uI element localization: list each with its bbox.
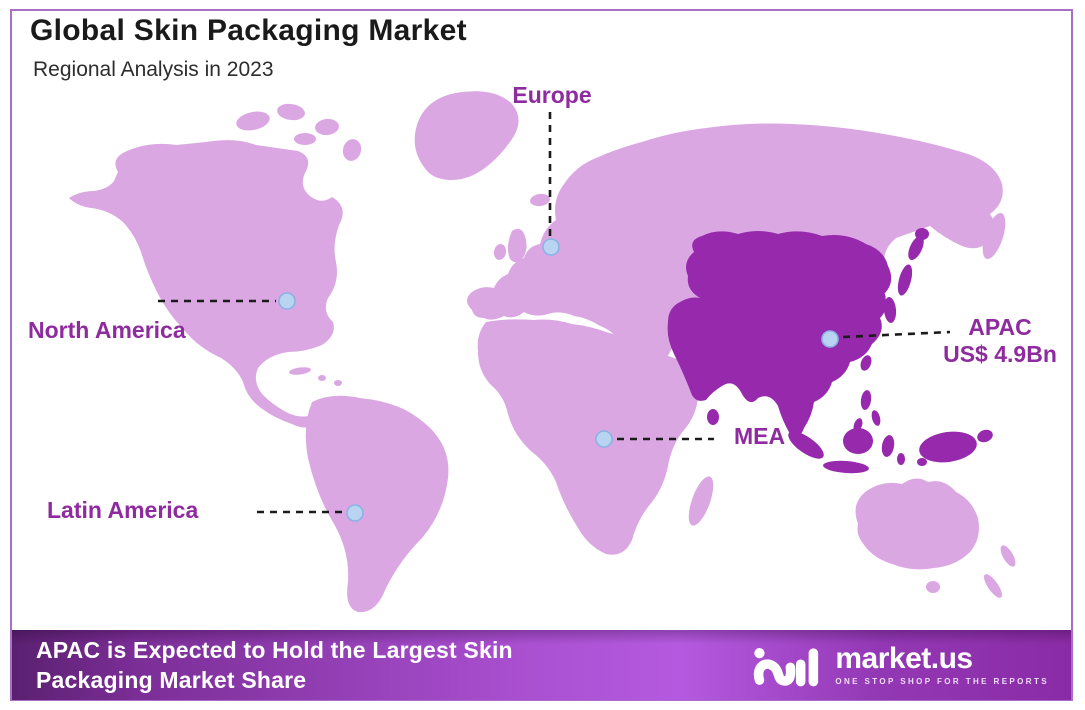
region-sri-lanka [707,409,719,425]
region-arctic-islands [236,111,270,131]
region-australia [855,478,979,570]
region-kamchatka [982,213,1006,259]
region-papua-new-guinea [977,429,993,443]
footer-caption-line1: APAC is Expected to Hold the Largest Ski… [36,637,513,663]
region-philippines [860,390,872,410]
market-us-logo-icon [754,647,819,687]
region-taiwan [860,355,872,371]
north-america-marker-dot [278,292,296,310]
region-indonesia-islands [897,453,905,465]
region-north-america [69,140,343,428]
region-indonesia-islands [917,458,927,466]
apac-marker-dot [821,330,839,348]
region-united-kingdom [507,228,527,263]
region-indonesia-sumatra [788,431,824,459]
region-indonesia-sulawesi [881,435,895,457]
region-indonesia-java [823,460,869,474]
page-subtitle: Regional Analysis in 2023 [33,58,274,81]
footer-banner: APAC is Expected to Hold the Largest Ski… [12,630,1071,700]
region-japan [908,235,924,261]
footer-caption: APAC is Expected to Hold the Largest Ski… [12,635,513,695]
region-japan [883,297,897,323]
region-apac-mainland [667,231,892,436]
apac-label: APAC US$ 4.9Bn [920,314,1080,368]
region-arctic-islands [277,103,305,121]
latin-america-label: Latin America [47,497,199,523]
region-korea [872,291,886,313]
page-title: Global Skin Packaging Market [30,14,467,47]
apac-label-name: APAC [968,314,1032,340]
markers-group [278,238,839,522]
region-greenland [414,91,519,181]
apac-label-value: US$ 4.9Bn [943,341,1057,367]
brand-tagline: ONE STOP SHOP FOR THE REPORTS [835,677,1049,686]
region-arctic-islands [342,139,362,161]
brand-text-block: market.us ONE STOP SHOP FOR THE REPORTS [835,642,1049,687]
region-philippines [871,410,881,426]
region-tasmania [926,581,940,593]
region-ireland [493,244,507,260]
leader-lines-group [158,112,951,514]
region-iceland [530,193,550,207]
region-new-zealand [1000,545,1016,567]
footer-caption-line2: Packaging Market Share [36,667,307,693]
region-caribbean [318,375,326,381]
land-light-group [69,91,1016,613]
region-caribbean [289,367,311,375]
region-new-zealand [983,574,1003,598]
region-south-america [305,395,449,613]
north-america-label: North America [28,317,186,343]
europe-label: Europe [512,82,592,108]
region-japan [897,264,913,296]
apac-leader-line [842,330,951,339]
latin-america-marker-dot [346,504,364,522]
europe-marker-dot [542,238,560,256]
region-arctic-islands [294,133,316,145]
region-madagascar [688,476,714,526]
mea-label: MEA [734,423,786,449]
mea-marker-dot [595,430,613,448]
region-apac-highlight-group [667,228,993,474]
region-papua-new-guinea [919,431,977,463]
brand-name: market.us [835,642,973,675]
region-indonesia-borneo [843,428,873,454]
region-arctic-islands [315,118,339,136]
region-caribbean [334,380,342,386]
brand-logo: market.us ONE STOP SHOP FOR THE REPORTS [753,642,1071,688]
